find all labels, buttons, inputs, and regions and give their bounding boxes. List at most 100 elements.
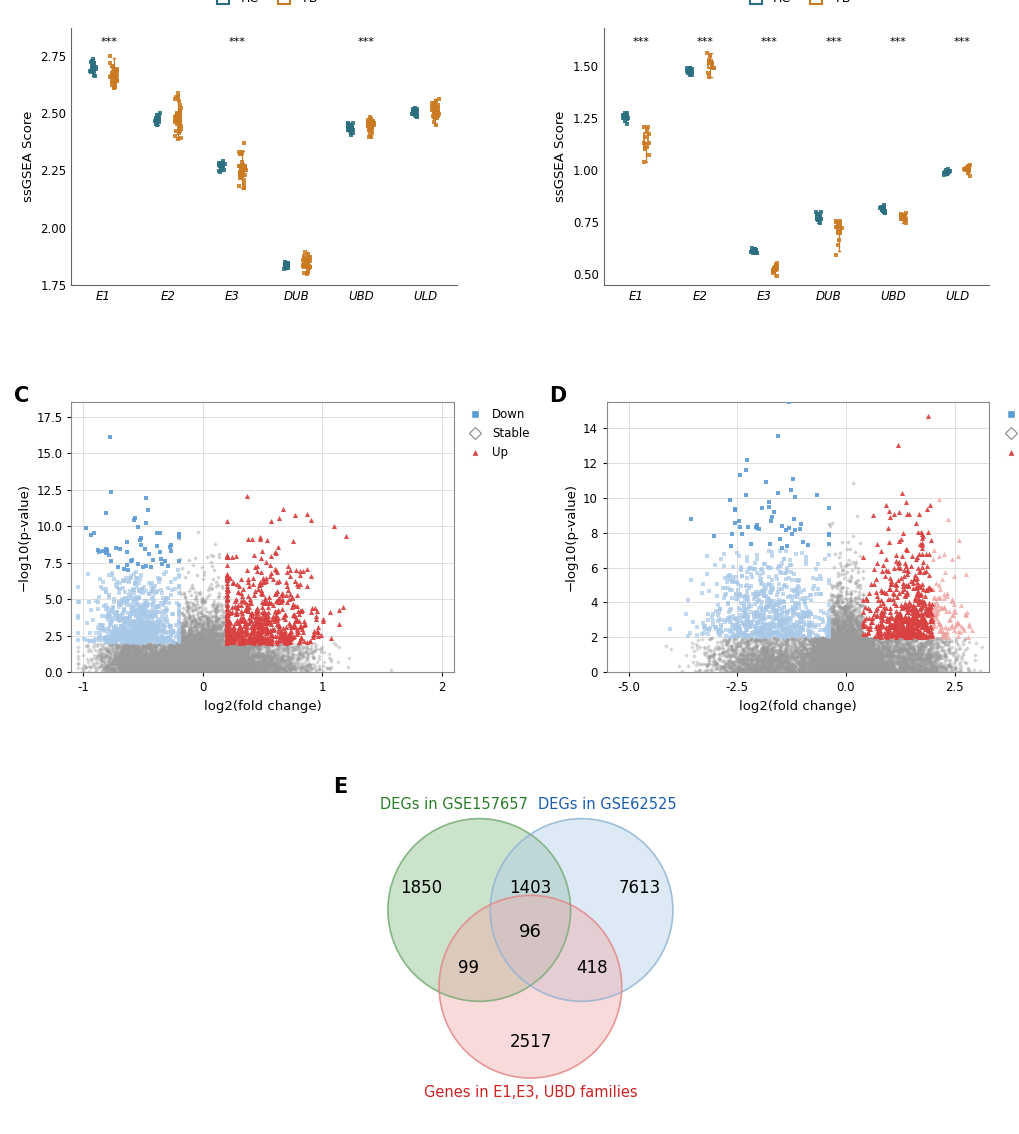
Point (806, 655, 822, 674)
Point (848, 649, 864, 667)
Point (103, 643, 119, 661)
Point (109, 608, 125, 626)
Point (200, 654, 216, 672)
Point (852, 645, 868, 663)
Point (848, 655, 864, 674)
Point (908, 662, 924, 680)
Point (109, 638, 125, 657)
Point (221, 651, 237, 669)
Point (786, 635, 802, 653)
Point (874, 660, 891, 678)
Point (830, 659, 847, 677)
Point (836, 645, 852, 663)
Point (928, 631, 945, 649)
Point (174, 655, 191, 674)
Point (869, 617, 886, 635)
Point (773, 645, 790, 663)
Point (176, 657, 193, 675)
Point (152, 644, 168, 662)
Point (121, 636, 138, 654)
Point (900, 654, 916, 672)
Point (829, 627, 846, 645)
Point (196, 651, 212, 669)
Point (218, 650, 234, 668)
Point (120, 644, 137, 662)
Point (168, 642, 184, 660)
Point (713, 636, 730, 654)
Point (918, 581, 934, 599)
Point (835, 662, 851, 680)
Point (191, 662, 207, 680)
Point (824, 661, 841, 679)
Point (821, 663, 838, 682)
Point (246, 585, 262, 603)
Point (805, 662, 821, 680)
Point (717, 633, 734, 651)
Point (895, 638, 911, 657)
Point (864, 654, 880, 672)
Point (135, 629, 151, 648)
Point (270, 589, 286, 607)
Point (284, 648, 301, 666)
Point (102, 428, 118, 446)
Point (872, 662, 889, 680)
Point (152, 636, 168, 654)
Point (886, 652, 902, 670)
Point (754, 648, 770, 666)
Point (127, 660, 144, 678)
Point (940, 651, 956, 669)
Point (869, 649, 886, 667)
Point (746, 587, 762, 606)
Point (854, 653, 870, 671)
Point (694, 613, 710, 632)
Point (150, 651, 166, 669)
Point (154, 659, 170, 677)
Point (814, 657, 830, 675)
Point (222, 661, 238, 679)
Point (835, 628, 851, 646)
Point (877, 497, 894, 515)
Point (168, 655, 184, 674)
Point (883, 618, 900, 636)
Point (185, 594, 202, 612)
Point (813, 662, 829, 680)
Point (716, 661, 733, 679)
Point (238, 600, 255, 618)
Point (193, 649, 209, 667)
Point (239, 652, 256, 670)
Point (120, 658, 137, 676)
Point (808, 653, 824, 671)
Point (800, 645, 816, 663)
Point (180, 626, 197, 644)
Point (210, 653, 226, 671)
Point (733, 567, 749, 585)
Point (776, 652, 793, 670)
Point (104, 645, 120, 663)
Point (175, 641, 192, 659)
Point (858, 649, 874, 667)
Point (858, 652, 874, 670)
Point (251, 644, 267, 662)
Point (208, 652, 224, 670)
Point (204, 663, 220, 682)
Point (936, 631, 953, 649)
Point (181, 645, 198, 663)
Point (818, 659, 835, 677)
Point (880, 599, 897, 617)
Point (226, 646, 243, 665)
Point (183, 626, 200, 644)
Point (234, 644, 251, 662)
Point (168, 654, 184, 672)
Point (853, 660, 869, 678)
Point (163, 620, 179, 638)
Point (296, 264, 312, 282)
Point (113, 653, 129, 671)
Point (230, 642, 247, 660)
Point (940, 657, 956, 675)
Point (250, 631, 266, 649)
Point (147, 636, 163, 654)
Point (787, 629, 803, 648)
Point (841, 634, 857, 652)
Point (299, 264, 315, 282)
Point (189, 613, 205, 632)
